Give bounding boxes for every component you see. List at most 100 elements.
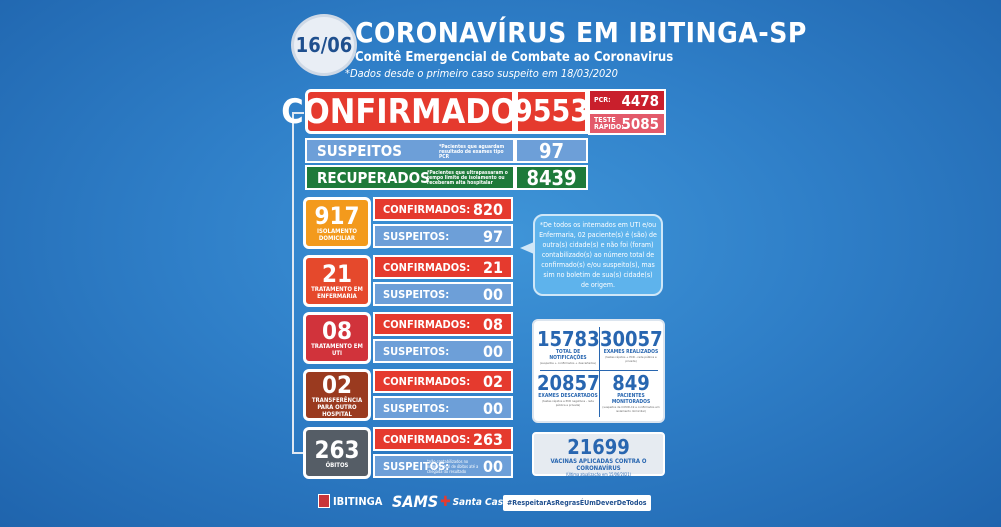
group-box-0: 917 ISOLAMENTO DOMICILIAR (303, 197, 371, 249)
stats-divider-v (599, 327, 600, 417)
group-count: 21 (321, 260, 353, 288)
group-box-2: 08 TRATAMENTO EM UTI (303, 312, 371, 364)
hashtag-badge: #RespeitarAsRegrasÉUmDeverDeTodos (503, 495, 651, 511)
stat-discarded-value: 20857 (537, 371, 600, 395)
stats-divider-h (540, 370, 658, 371)
group-count: 02 (321, 370, 353, 399)
group-count: 08 (321, 317, 353, 345)
pcr-value: 4478 (621, 91, 659, 110)
suspects-value: 97 (515, 138, 588, 163)
group-suspects-value: 00 (482, 341, 503, 361)
group-suspects-row: SUSPEITOS: 00 (373, 282, 513, 306)
stat-monitored: 849 PACIENTES MONITORADOS (suspeitos de … (600, 373, 662, 413)
group-box-1: 21 TRATAMENTO EM ENFERMARIA (303, 255, 371, 307)
city-logo-text: IBITINGA (333, 494, 383, 508)
group-label: ISOLAMENTO DOMICILIAR (317, 228, 357, 242)
group-confirmed-row: CONFIRMADOS: 02 (373, 369, 513, 393)
group-label: TRATAMENTO EM UTI (311, 343, 363, 357)
group-label: TRATAMENTO EM ENFERMARIA (311, 286, 363, 300)
santa-casa-logo: ✚ Santa Casa (440, 494, 509, 510)
stat-discarded: 20857 EXAMES DESCARTADOS (testes rápidos… (537, 371, 600, 407)
stat-exams-sub: (testes rápidos + PCR - rede pública e p… (605, 355, 657, 363)
group-suspects-label: SUSPEITOS: (383, 401, 450, 415)
vaccines-label: VACINAS APLICADAS CONTRA O CORONAVÍRUS (550, 458, 647, 472)
recovered-note: *Pacientes que ultrapassaram o tempo lim… (427, 170, 508, 186)
stats-panel: 15783 TOTAL DE NOTIFICAÇÕES (suspeitos +… (532, 319, 665, 423)
group-suspects-row: SUSPEITOS: 97 (373, 224, 513, 248)
group-suspects-row: SUSPEITOS: 00 (373, 339, 513, 363)
group-suspects-row: SUSPEITOS: 00 (373, 396, 513, 420)
group-suspects-note: *não contabilizados no número total de ó… (427, 459, 479, 474)
group-bracket (292, 112, 304, 454)
group-suspects-value: 97 (482, 226, 503, 246)
recovered-value: 8439 (515, 165, 588, 190)
recovered-row: RECUPERADOS *Pacientes que ultrapassaram… (305, 165, 515, 190)
bubble-pointer (520, 242, 534, 254)
group-confirmed-label: CONFIRMADOS: (383, 260, 471, 274)
group-confirmed-value: 820 (472, 199, 503, 219)
stat-notifications-sub: (suspeitos + confirmados + descartados) (540, 361, 596, 365)
cross-icon: ✚ (440, 494, 451, 510)
stat-monitored-label: PACIENTES MONITORADOS (611, 393, 651, 405)
city-crest-icon (318, 494, 330, 508)
group-confirmed-row: CONFIRMADOS: 263 (373, 427, 513, 451)
page-subtitle: Comitê Emergencial de Combate ao Coronav… (355, 50, 674, 65)
pcr-badge: PCR: 4478 (588, 89, 666, 112)
vaccines-panel: 21699 VACINAS APLICADAS CONTRA O CORONAV… (532, 432, 665, 477)
group-count: 263 (314, 435, 360, 464)
confirmed-value: 9553 (514, 89, 589, 134)
group-confirmed-value: 02 (482, 371, 503, 391)
group-suspects-value: 00 (482, 398, 503, 418)
group-confirmed-value: 263 (472, 429, 503, 449)
internment-note-bubble: *De todos os internados em UTI e/ou Enfe… (533, 214, 663, 296)
vaccines-sub: (Última atualização em 15/06/2021) (565, 472, 632, 477)
stat-exams: 30057 EXAMES REALIZADOS (testes rápidos … (600, 327, 663, 363)
group-suspects-label: SUSPEITOS: (383, 229, 450, 243)
group-confirmed-label: CONFIRMADOS: (383, 317, 471, 331)
recovered-label: RECUPERADOS (317, 168, 430, 187)
group-suspects-label: SUSPEITOS: (383, 344, 450, 358)
suspects-row: SUSPEITOS *Pacientes que aguardam result… (305, 138, 515, 163)
stat-monitored-sub: (suspeitos de COVID-19 e confirmados em … (602, 405, 660, 413)
rapid-test-label: TESTE RÁPIDO: (594, 115, 624, 131)
group-confirmed-value: 21 (482, 257, 503, 277)
group-label: ÓBITOS (325, 461, 349, 469)
page-title: CORONAVÍRUS EM IBITINGA-SP (355, 16, 807, 49)
vaccines-value: 21699 (567, 435, 630, 459)
group-confirmed-label: CONFIRMADOS: (383, 374, 471, 388)
group-box-3: 02 TRANSFERÊNCIA PARA OUTRO HOSPITAL (303, 369, 371, 421)
group-confirmed-row: CONFIRMADOS: 21 (373, 255, 513, 279)
group-suspects-value: 00 (482, 456, 503, 476)
group-count: 917 (314, 202, 360, 230)
group-suspects-row: SUSPEITOS: *não contabilizados no número… (373, 454, 513, 478)
pcr-label: PCR: (594, 96, 611, 104)
stat-notifications-label: TOTAL DE NOTIFICAÇÕES (549, 349, 587, 361)
stat-notifications: 15783 TOTAL DE NOTIFICAÇÕES (suspeitos +… (537, 327, 600, 365)
group-box-4: 263 ÓBITOS (303, 427, 371, 479)
rapid-test-value: 5085 (621, 114, 659, 133)
stat-exams-label: EXAMES REALIZADOS (603, 349, 659, 355)
stat-notifications-value: 15783 (537, 327, 600, 351)
suspects-note: *Pacientes que aguardam resultado de exa… (439, 144, 505, 160)
stat-exams-value: 30057 (600, 327, 663, 351)
group-confirmed-label: CONFIRMADOS: (383, 432, 471, 446)
group-confirmed-label: CONFIRMADOS: (383, 202, 471, 216)
suspects-label: SUSPEITOS (317, 141, 402, 160)
stat-discarded-sub: (testes rápidos e PCR negativos - rede p… (542, 399, 594, 407)
group-suspects-label: SUSPEITOS: (383, 287, 450, 301)
sams-logo: SAMS (392, 492, 439, 511)
group-confirmed-value: 08 (482, 314, 503, 334)
data-note: *Dados desde o primeiro caso suspeito em… (345, 67, 618, 80)
city-logo: IBITINGA (318, 494, 382, 508)
stat-discarded-label: EXAMES DESCARTADOS (538, 393, 598, 399)
confirmed-label: CONFIRMADOS (281, 89, 539, 134)
rapid-test-badge: TESTE RÁPIDO: 5085 (588, 112, 666, 135)
group-label: TRANSFERÊNCIA PARA OUTRO HOSPITAL (311, 396, 363, 418)
group-suspects-value: 00 (482, 284, 503, 304)
group-confirmed-row: CONFIRMADOS: 820 (373, 197, 513, 221)
group-confirmed-row: CONFIRMADOS: 08 (373, 312, 513, 336)
santa-casa-text: Santa Casa (452, 496, 510, 508)
stat-monitored-value: 849 (612, 371, 650, 395)
group-suspects-label: SUSPEITOS: (383, 459, 450, 473)
date-badge: 16/06 (291, 14, 357, 76)
